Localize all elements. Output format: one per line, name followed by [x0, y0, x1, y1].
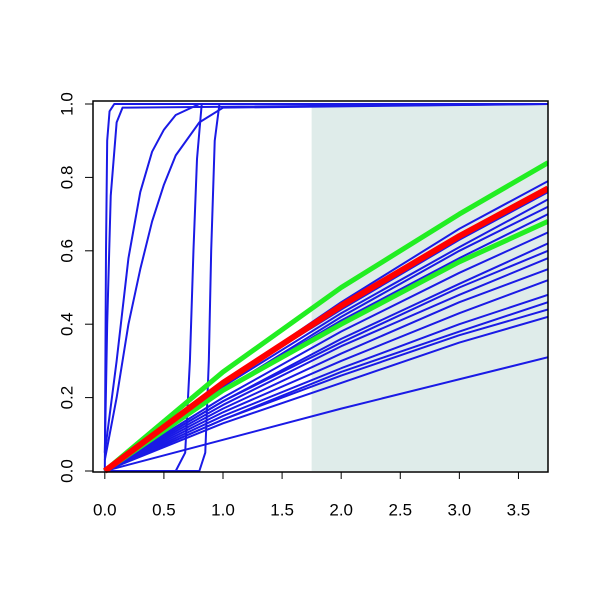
x-tick-label: 3.5	[507, 500, 531, 519]
series-line	[104, 242, 548, 472]
x-tick-label: 0.5	[152, 500, 176, 519]
series-line	[104, 356, 548, 472]
y-tick-label: 0.6	[57, 239, 76, 263]
x-tick-label: 2.5	[388, 500, 412, 519]
series-line	[104, 315, 548, 472]
x-tick-label: 3.0	[448, 500, 472, 519]
series-line	[104, 279, 548, 472]
y-tick-label: 0.0	[57, 459, 76, 483]
series-line	[104, 231, 548, 472]
x-tick-label: 0.0	[93, 500, 117, 519]
series-line	[103, 103, 548, 453]
x-tick-label: 2.0	[329, 500, 353, 519]
y-tick-label: 1.0	[57, 92, 76, 116]
y-tick-label: 0.4	[57, 312, 76, 336]
series-line	[104, 257, 548, 472]
plot-frame	[92, 100, 549, 473]
series-line	[103, 103, 548, 472]
y-tick-label: 0.2	[57, 386, 76, 410]
y-tick-label: 0.8	[57, 166, 76, 190]
series-line	[103, 103, 548, 461]
x-tick-label: 1.0	[211, 500, 235, 519]
series-line	[104, 103, 548, 472]
series-line	[104, 293, 548, 472]
x-tick-label: 1.5	[270, 500, 294, 519]
series-line	[104, 268, 548, 472]
series-line	[103, 219, 548, 474]
series-line	[104, 301, 548, 472]
series-line	[104, 103, 548, 472]
series-line	[103, 185, 548, 474]
series-line	[103, 160, 548, 473]
